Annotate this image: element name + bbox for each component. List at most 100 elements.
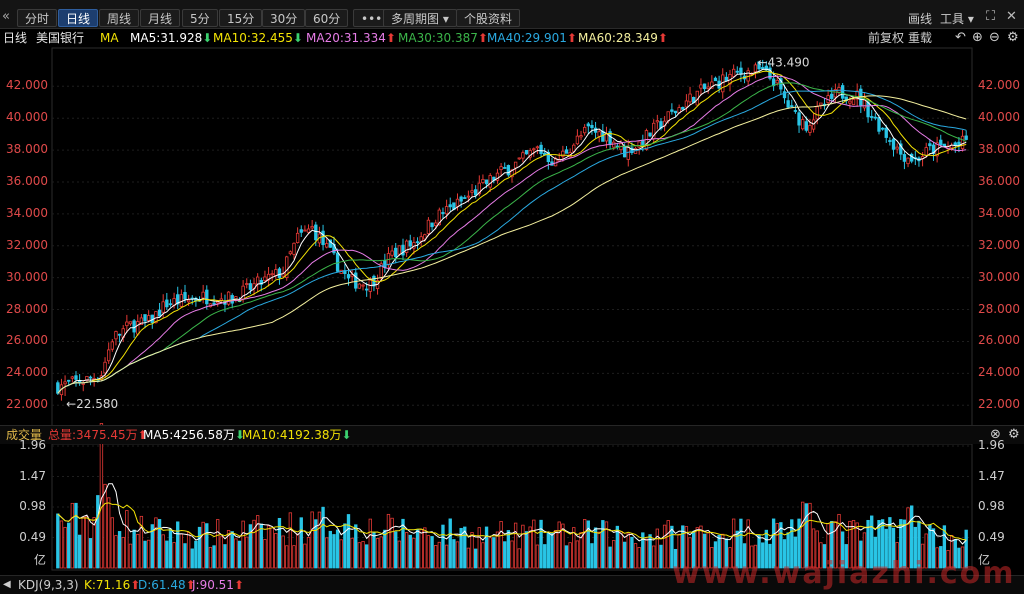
volume-bar: [379, 536, 383, 569]
tab-0[interactable]: 分时: [17, 9, 58, 27]
volume-bar: [644, 538, 649, 569]
tab-6[interactable]: 30分: [262, 9, 306, 27]
price-tick-left: 36.000: [6, 173, 48, 188]
close-icon[interactable]: ✕: [1006, 9, 1017, 24]
candle-body: [906, 157, 910, 165]
candle-body: [830, 93, 834, 99]
tab-1[interactable]: 日线: [58, 9, 99, 27]
volume-bar: [626, 533, 630, 569]
volume-bar: [543, 544, 547, 569]
volume-bar: [844, 544, 848, 569]
tab-10[interactable]: 个股资料: [456, 9, 521, 27]
candle-body: [866, 102, 870, 118]
volume-bar: [564, 545, 569, 569]
volume-bar: [383, 529, 387, 569]
tab-9[interactable]: 多周期图 ▾: [383, 9, 457, 27]
candle-body: [924, 147, 928, 156]
volume-bar: [499, 521, 503, 569]
candle-body: [85, 376, 89, 381]
candle-body: [521, 152, 525, 159]
volume-bar: [652, 545, 656, 569]
adjust-button[interactable]: 前复权: [868, 31, 905, 45]
tab-2[interactable]: 周线: [99, 9, 140, 27]
volume-bar: [281, 535, 285, 569]
volume-bar: [833, 521, 838, 569]
candle-body: [139, 317, 144, 325]
candle-body: [143, 314, 147, 322]
volume-bar: [670, 525, 674, 569]
tab-3[interactable]: 月线: [140, 9, 181, 27]
volume-bar: [230, 531, 234, 569]
candle-body: [539, 144, 543, 155]
tools-menu[interactable]: 工具 ▾: [940, 12, 974, 26]
volume-bar: [910, 505, 914, 569]
candle-body: [226, 291, 231, 305]
tab-5[interactable]: 15分: [219, 9, 263, 27]
collapse-icon[interactable]: «: [2, 9, 10, 24]
candle-body: [622, 146, 627, 158]
volume-bar: [77, 534, 82, 569]
stock-name: 美国银行: [36, 31, 85, 45]
volume-close-icon[interactable]: ⊗: [990, 427, 1001, 442]
kdj-header: ◀ KDJ(9,3,3) K:71.16⬆ D:61.48⬆ J:90.51⬆: [0, 575, 1024, 594]
overlay-button[interactable]: 重载: [908, 31, 933, 45]
kdj-collapse-icon[interactable]: ◀: [3, 579, 11, 590]
candle-body: [739, 67, 743, 75]
volume-bar: [299, 517, 303, 569]
volume-settings-icon[interactable]: ⚙: [1008, 427, 1020, 442]
candle-body: [506, 165, 511, 176]
candle-body: [884, 127, 888, 138]
zoom-in-icon[interactable]: ⊕: [972, 30, 983, 45]
volume-bar: [128, 543, 133, 569]
candle-body: [179, 294, 184, 307]
volume-bar: [510, 540, 514, 569]
volume-bar: [354, 524, 358, 569]
candle-body: [488, 175, 492, 188]
tab-4[interactable]: 5分: [182, 9, 218, 27]
volume-bar: [659, 544, 663, 569]
volume-bar: [877, 520, 881, 569]
candle-body: [840, 85, 845, 99]
tab-7[interactable]: 60分: [305, 9, 349, 27]
volume-bar: [103, 483, 107, 569]
volume-ma10-line: [57, 502, 967, 541]
volume-bar: [779, 522, 783, 569]
kdj-name[interactable]: KDJ(9,3,3): [18, 578, 79, 592]
settings-icon[interactable]: ⚙: [1007, 30, 1019, 45]
candle-body: [895, 146, 899, 150]
volume-bar: [870, 515, 874, 569]
volume-tick-left: 1.96: [19, 438, 46, 452]
candle-body: [503, 167, 507, 169]
price-tick-right: 36.000: [978, 173, 1020, 188]
volume-bar: [463, 526, 467, 569]
volume-bar: [764, 529, 769, 569]
tab-8[interactable]: •••: [353, 9, 391, 27]
volume-bar: [942, 525, 947, 569]
draw-line-button[interactable]: 画线: [908, 12, 933, 26]
volume-bar: [728, 547, 732, 569]
ma-line-ma60: [57, 95, 967, 394]
volume-bar: [161, 534, 165, 569]
candle-body: [285, 256, 289, 278]
price-tick-left: 34.000: [6, 205, 48, 220]
candle-body: [848, 100, 852, 104]
volume-bar: [811, 528, 816, 569]
volume-bar: [263, 539, 267, 569]
candle-body: [288, 251, 293, 255]
price-frame: [51, 47, 973, 427]
volume-title: 成交量: [6, 428, 43, 442]
volume-bar: [157, 519, 162, 569]
indicator-name[interactable]: MA: [100, 31, 119, 45]
chart-toolbar: « 分时 日线 周线 月线 5分 15分 30分 60分 ••• 多周期图 ▾ 个股资料 画线 工具…: [0, 0, 1024, 29]
candle-body: [688, 93, 692, 103]
volume-bar: [830, 520, 834, 569]
volume-bar: [255, 515, 260, 569]
undo-icon[interactable]: ↶: [955, 30, 966, 45]
volume-bar: [397, 540, 402, 569]
expand-icon[interactable]: ⛶: [986, 9, 996, 24]
zoom-out-icon[interactable]: ⊖: [989, 30, 1000, 45]
volume-bar: [183, 543, 187, 569]
candle-body: [146, 315, 151, 321]
candle-body: [877, 117, 881, 132]
